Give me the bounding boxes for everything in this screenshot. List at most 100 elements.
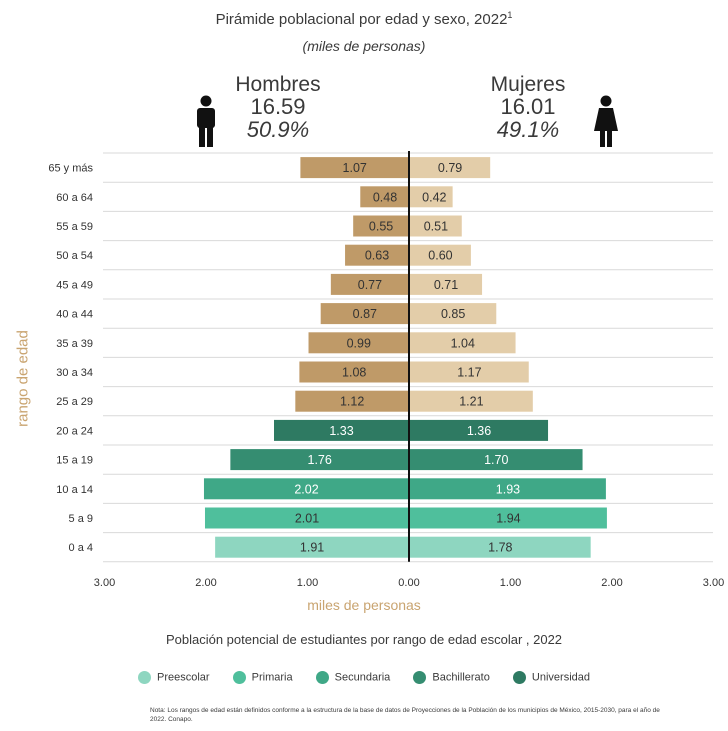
data-label-men: 0.55 — [369, 220, 393, 234]
women-percent: 49.1% — [496, 117, 560, 142]
data-label-women: 1.04 — [451, 336, 475, 350]
data-label-women: 0.60 — [428, 249, 452, 263]
y-axis-label: rango de edad — [14, 330, 32, 427]
data-label-men: 0.63 — [365, 249, 389, 263]
bar-women — [410, 244, 471, 266]
x-tick-label: 1.00 — [500, 577, 521, 589]
data-label-women: 1.94 — [496, 512, 520, 526]
data-label-men: 1.12 — [340, 395, 364, 409]
men-label: Hombres — [235, 73, 321, 96]
bar-women — [410, 536, 591, 558]
category-label: 50 a 54 — [56, 250, 93, 262]
bar-men — [230, 449, 409, 471]
bar-women — [410, 390, 533, 412]
bar-women — [410, 449, 583, 471]
bar-women — [410, 332, 516, 354]
category-label: 0 a 4 — [69, 542, 93, 554]
bar-women — [410, 215, 462, 237]
x-tick-label: 1.00 — [297, 577, 318, 589]
data-label-women: 1.17 — [457, 366, 481, 380]
category-label: 55 a 59 — [56, 221, 93, 233]
x-axis-label: miles de personas — [307, 597, 421, 613]
category-label: 25 a 29 — [56, 396, 93, 408]
data-label-men: 1.33 — [329, 424, 353, 438]
data-label-men: 1.08 — [342, 366, 366, 380]
data-label-men: 2.01 — [295, 512, 319, 526]
legend-item-universidad: Universidad — [512, 671, 590, 684]
data-label-women: 1.21 — [459, 395, 483, 409]
bar-women — [410, 507, 607, 529]
legend-swatch — [315, 671, 329, 684]
chart-subtitle: (miles de personas) — [302, 38, 426, 54]
bar-men — [295, 390, 409, 412]
bar-women — [410, 478, 606, 500]
x-tick-label: 2.00 — [601, 577, 622, 589]
bar-women — [410, 303, 497, 325]
legend-item-secundaria: Secundaria — [315, 671, 390, 684]
bar-women — [410, 186, 453, 208]
category-label: 35 a 39 — [56, 338, 93, 350]
chart-title: Pirámide poblacional por edad y sexo, 20… — [215, 10, 513, 28]
x-tick-label: 0.00 — [398, 577, 419, 589]
legend-swatch — [512, 671, 526, 684]
bar-men — [215, 536, 409, 558]
women-summary: Mujeres 16.01 49.1% — [478, 74, 578, 142]
category-label: 40 a 44 — [56, 309, 93, 321]
man-icon — [197, 95, 215, 147]
x-tick-label: 3.00 — [703, 577, 724, 589]
data-label-women: 0.71 — [434, 278, 458, 292]
men-total: 16.59 — [250, 94, 306, 119]
legend-swatch — [232, 671, 246, 684]
legend-swatch — [413, 671, 427, 684]
category-label: 65 y más — [48, 163, 93, 175]
bar-men — [320, 303, 409, 325]
bar-men — [308, 332, 409, 354]
data-label-men: 2.02 — [294, 482, 318, 496]
category-label: 20 a 24 — [56, 425, 93, 437]
category-label: 5 a 9 — [69, 513, 93, 525]
men-summary: Hombres 16.59 50.9% — [218, 74, 338, 142]
category-label: 45 a 49 — [56, 279, 93, 291]
bar-men — [299, 361, 409, 383]
woman-icon — [594, 95, 618, 147]
data-label-men: 0.77 — [358, 278, 382, 292]
data-label-men: 0.87 — [353, 307, 377, 321]
data-label-men: 1.07 — [343, 161, 367, 175]
data-label-women: 1.78 — [488, 541, 512, 555]
legend-item-bachillerato: Bachillerato — [413, 671, 490, 684]
legend-swatch — [137, 671, 151, 684]
data-label-men: 1.76 — [308, 453, 332, 467]
population-pyramid-chart: 65 y más 1.07 0.79 60 a 64 0.48 0.42 55 a 59 0.… — [48, 151, 724, 589]
data-label-men: 1.91 — [300, 541, 324, 555]
education-title: Población potencial de estudiantes por r… — [165, 632, 563, 647]
bar-women — [410, 157, 491, 179]
women-label: Mujeres — [490, 73, 566, 96]
data-label-women: 1.93 — [496, 482, 520, 496]
bar-men — [274, 419, 409, 441]
category-label: 30 a 34 — [56, 367, 93, 379]
x-tick-label: 3.00 — [94, 577, 115, 589]
legend: Preescolar Primaria Secundaria Bachiller… — [0, 671, 728, 684]
bar-women — [410, 361, 529, 383]
bar-men — [353, 215, 409, 237]
bar-men — [345, 244, 409, 266]
category-label: 10 a 14 — [56, 484, 93, 496]
data-label-women: 1.36 — [467, 424, 491, 438]
data-label-women: 0.79 — [438, 161, 462, 175]
data-label-women: 0.42 — [422, 190, 446, 204]
bar-men — [203, 478, 409, 500]
data-label-women: 1.70 — [484, 453, 508, 467]
men-percent: 50.9% — [246, 117, 310, 142]
data-label-men: 0.48 — [373, 190, 397, 204]
data-label-women: 0.85 — [441, 307, 465, 321]
data-label-men: 0.99 — [347, 336, 371, 350]
data-label-women: 0.51 — [424, 220, 448, 234]
footnote: Nota: Los rangos de edad están definidos… — [150, 707, 660, 723]
category-label: 15 a 19 — [56, 455, 93, 467]
legend-item-preescolar: Preescolar — [137, 671, 210, 684]
bar-men — [300, 157, 409, 179]
bar-women — [410, 419, 549, 441]
legend-item-primaria: Primaria — [232, 671, 293, 684]
bar-men — [330, 273, 409, 295]
women-total: 16.01 — [500, 94, 556, 119]
